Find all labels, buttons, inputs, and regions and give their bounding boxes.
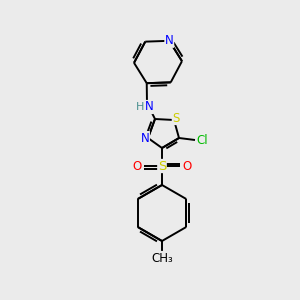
Text: N: N	[165, 34, 174, 47]
Text: H: H	[136, 102, 144, 112]
Text: N: N	[145, 100, 153, 113]
Text: S: S	[158, 160, 166, 172]
Text: Cl: Cl	[196, 134, 208, 146]
Text: O: O	[132, 160, 142, 172]
Text: O: O	[182, 160, 192, 172]
Text: S: S	[172, 112, 180, 124]
Text: CH₃: CH₃	[151, 251, 173, 265]
Text: N: N	[141, 131, 149, 145]
